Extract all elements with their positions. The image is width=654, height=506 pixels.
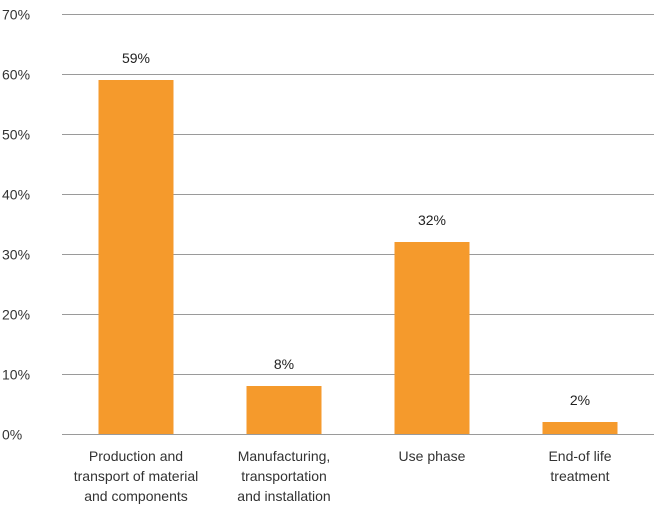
category-label-line: treatment: [550, 468, 609, 484]
data-label: 2%: [570, 392, 590, 408]
category-label-line: and components: [84, 488, 188, 504]
bars: [98, 80, 618, 434]
y-tick-label: 20%: [2, 307, 30, 323]
category-label-line: transport of material: [74, 468, 199, 484]
y-tick-label: 30%: [2, 247, 30, 263]
category-label-line: Use phase: [399, 448, 466, 464]
bar-2: [246, 386, 322, 434]
category-label: Manufacturing, transportation and installa…: [237, 448, 330, 504]
bar-3: [394, 242, 470, 434]
bar-4: [542, 422, 618, 434]
y-tick-label: 60%: [2, 67, 30, 83]
category-label: End-of life treatment: [548, 448, 611, 484]
y-tick-label: 0%: [2, 427, 22, 443]
data-labels: 59% 8% 32% 2%: [122, 50, 590, 408]
data-label: 8%: [274, 356, 294, 372]
category-label: Production and transport of material and c…: [74, 448, 199, 504]
y-tick-label: 40%: [2, 187, 30, 203]
y-axis-ticks: 0% 10% 20% 30% 40% 50% 60% 70%: [2, 7, 30, 443]
category-label-line: Production and: [89, 448, 183, 464]
category-label-line: End-of life: [548, 448, 611, 464]
data-label: 32%: [418, 212, 446, 228]
data-label: 59%: [122, 50, 150, 66]
category-label-line: Manufacturing,: [238, 448, 331, 464]
category-label-line: transportation: [241, 468, 327, 484]
bar-1: [98, 80, 174, 434]
x-axis-categories: Production and transport of material and c…: [74, 448, 612, 504]
y-tick-label: 50%: [2, 127, 30, 143]
category-label-line: and installation: [237, 488, 330, 504]
category-label: Use phase: [399, 448, 466, 464]
y-tick-label: 10%: [2, 367, 30, 383]
y-tick-label: 70%: [2, 7, 30, 23]
